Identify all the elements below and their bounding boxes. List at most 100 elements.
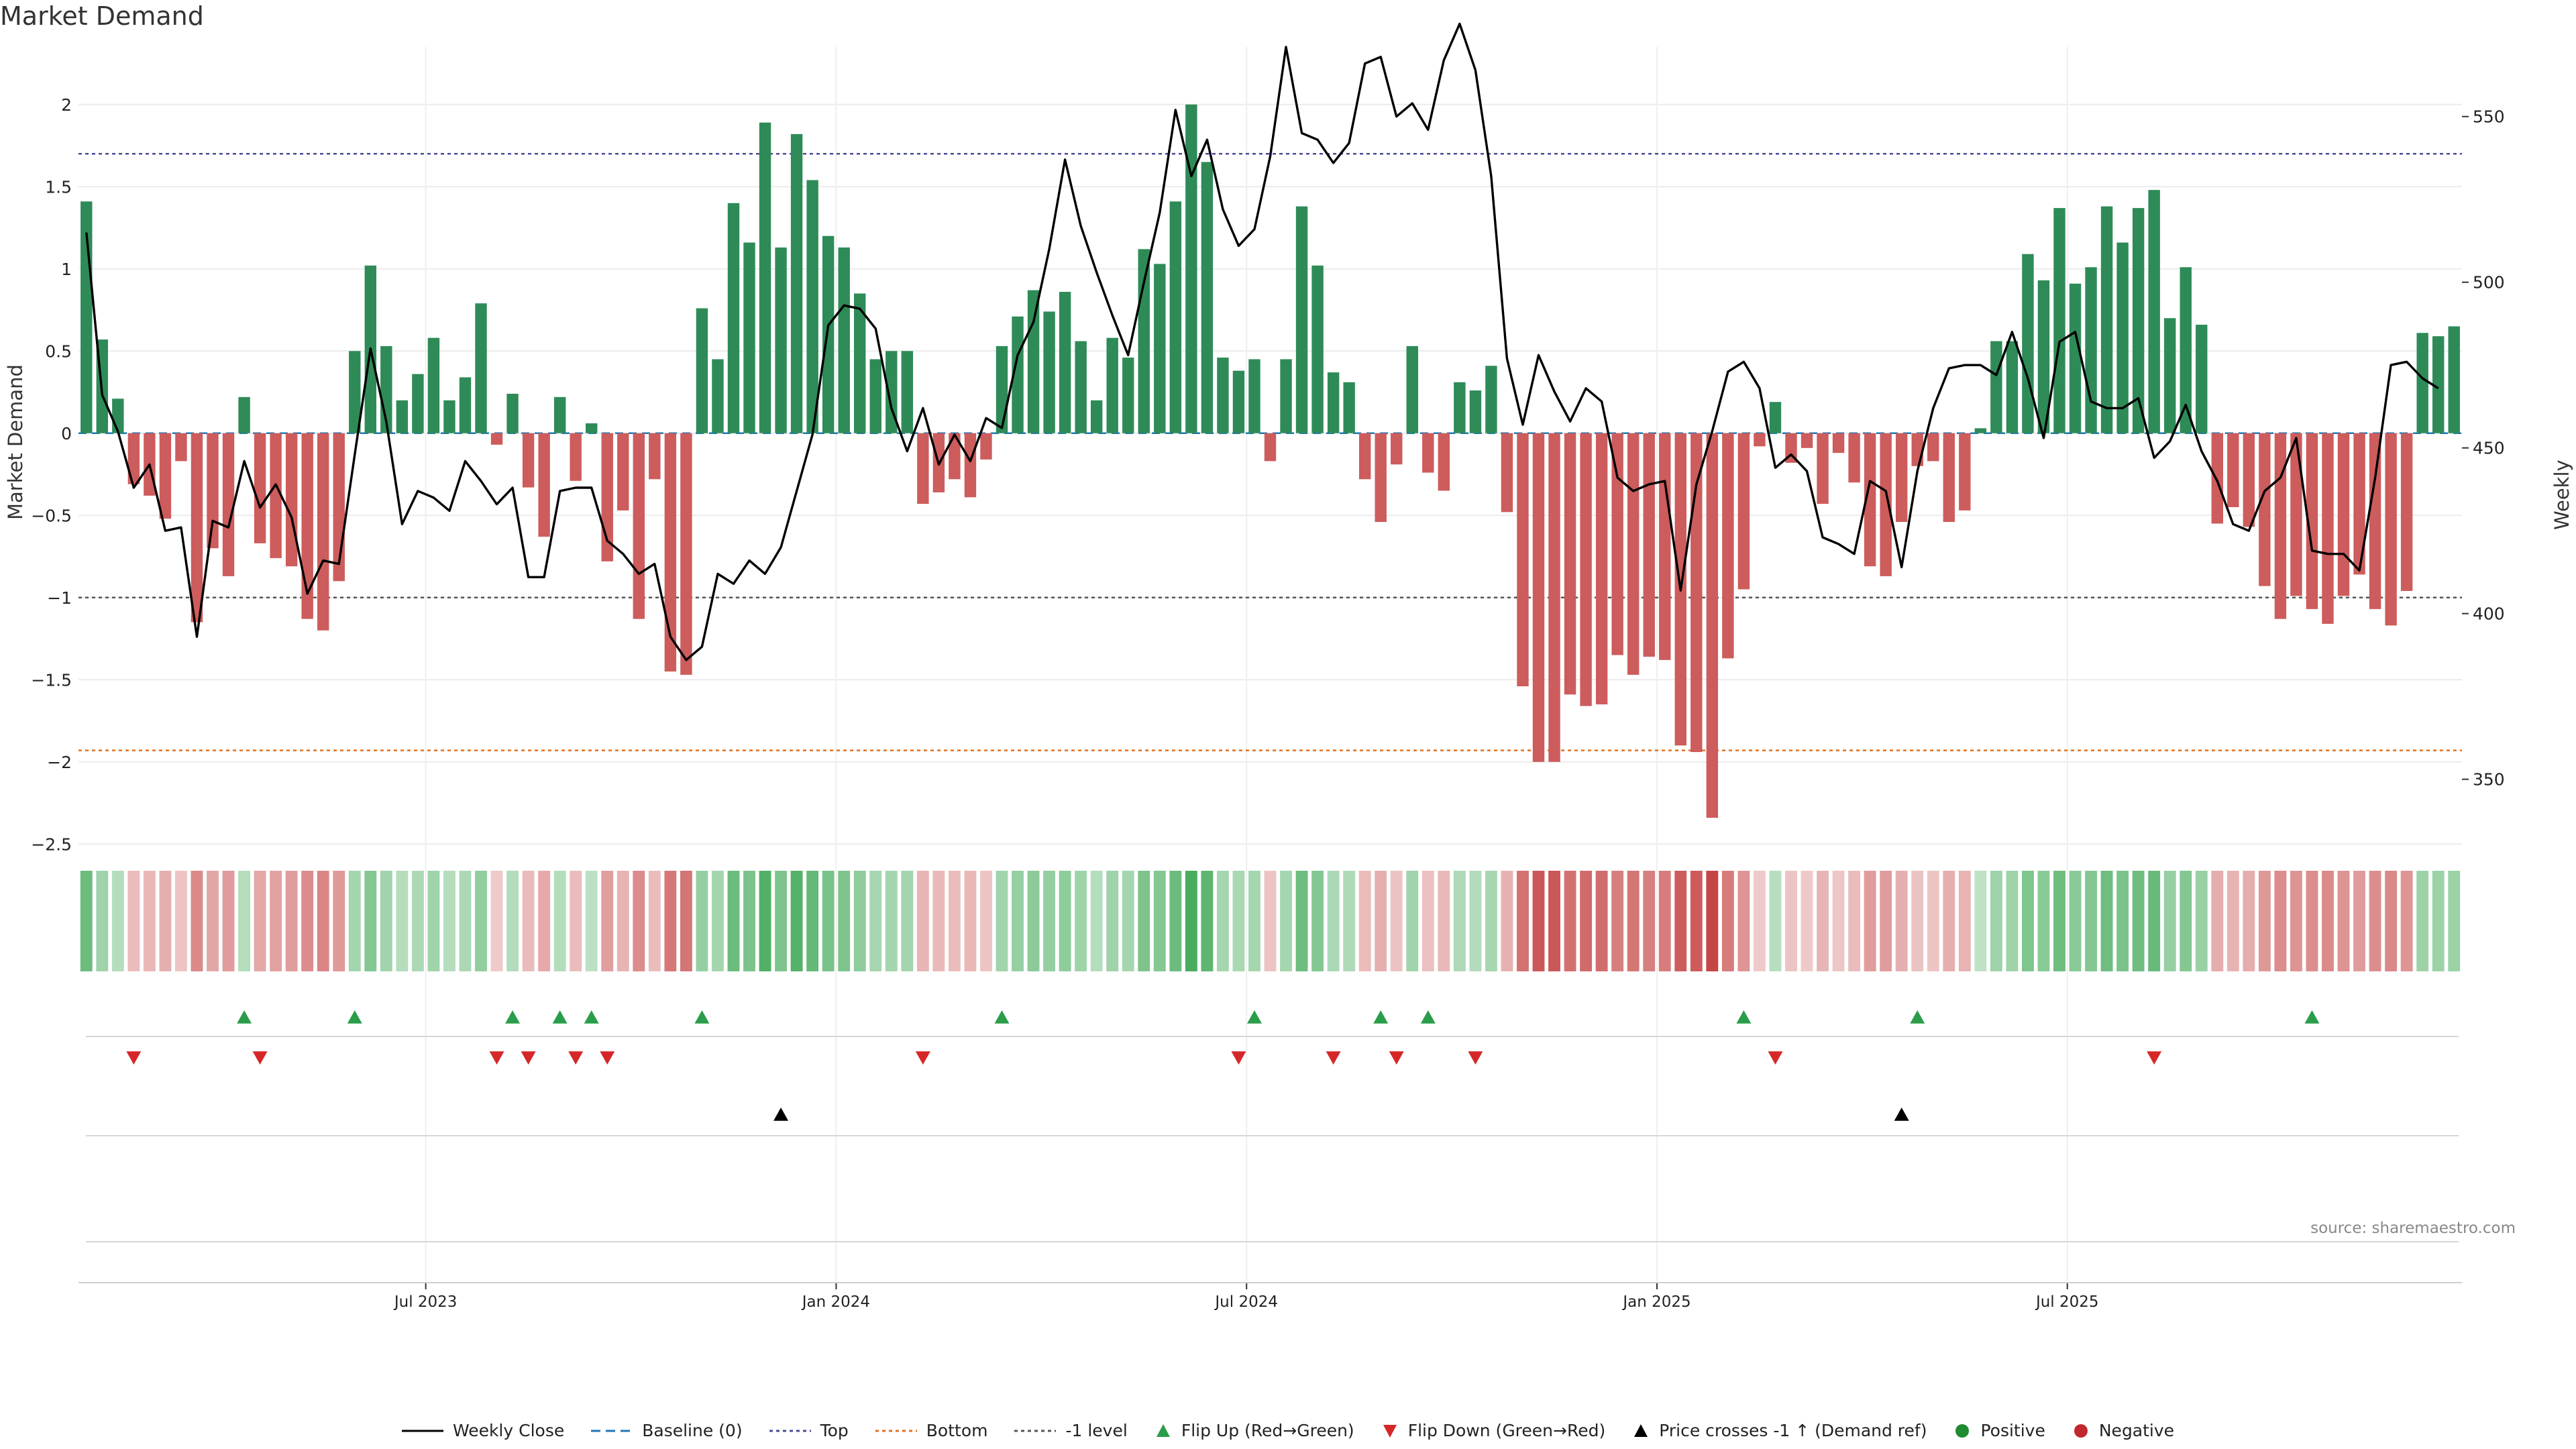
heat-cell xyxy=(111,871,124,971)
heat-cell xyxy=(1075,871,1087,971)
demand-bar xyxy=(2100,206,2113,433)
flip-up-marker xyxy=(552,1010,568,1024)
flip-up-marker xyxy=(237,1010,252,1024)
demand-bar xyxy=(1280,359,1292,433)
demand-bar xyxy=(1517,433,1529,687)
heat-cell xyxy=(585,871,598,971)
demand-bar xyxy=(854,293,866,433)
demand-bar xyxy=(949,433,961,480)
heat-strip xyxy=(80,871,2461,971)
demand-bar xyxy=(2211,433,2223,524)
legend-swatch xyxy=(1634,1424,1648,1437)
flip-up-marker xyxy=(994,1010,1010,1024)
heat-cell xyxy=(1848,871,1861,971)
demand-bar xyxy=(1611,433,1623,655)
heat-cell xyxy=(2226,871,2239,971)
heat-cell xyxy=(2148,871,2161,971)
legend-item: Baseline (0) xyxy=(591,1421,743,1440)
demand-bar xyxy=(1122,358,1134,433)
demand-bar xyxy=(1974,428,1987,433)
demand-bar xyxy=(1595,433,1608,704)
demand-bar xyxy=(2432,336,2445,433)
heat-cell xyxy=(1327,871,1340,971)
heat-cell xyxy=(127,871,140,971)
demand-bar xyxy=(996,345,1008,433)
heat-cell xyxy=(964,871,977,971)
demand-bar xyxy=(617,433,629,511)
heat-cell xyxy=(648,871,661,971)
demand-bar xyxy=(349,351,361,433)
heat-cell xyxy=(996,871,1008,971)
demand-bar xyxy=(1690,433,1703,753)
swatch-circle xyxy=(2074,1424,2088,1438)
demand-bar xyxy=(1990,341,2002,433)
heat-cell xyxy=(1832,871,1845,971)
demand-bar xyxy=(2037,280,2050,433)
y2-tick-label: 400 xyxy=(2473,604,2505,624)
demand-bar xyxy=(743,242,755,433)
legend-item: -1 level xyxy=(1014,1421,1128,1440)
demand-bar xyxy=(1454,382,1466,433)
heat-cell xyxy=(1911,871,1924,971)
demand-bar xyxy=(285,433,298,567)
legend-swatch xyxy=(1156,1424,1170,1437)
heat-cell xyxy=(775,871,788,971)
heat-cell xyxy=(2053,871,2065,971)
legend-item: Price crosses -1 ↑ (Demand ref) xyxy=(1632,1421,1927,1440)
demand-bar xyxy=(1580,433,1592,706)
legend-swatch xyxy=(591,1430,633,1432)
demand-bar xyxy=(1422,433,1434,473)
heat-cell xyxy=(443,871,455,971)
legend-label: Weekly Close xyxy=(452,1421,565,1440)
demand-bar xyxy=(2337,433,2350,596)
demand-bar xyxy=(680,433,692,675)
heat-cell xyxy=(1295,871,1308,971)
flip-up-marker xyxy=(694,1010,710,1024)
heat-cell xyxy=(222,871,235,971)
demand-bar xyxy=(838,247,850,433)
flip-down-marker xyxy=(489,1051,504,1065)
flip-up-marker xyxy=(505,1010,521,1024)
heat-cell xyxy=(932,871,945,971)
heat-cell xyxy=(1895,871,1908,971)
heat-cell xyxy=(759,871,771,971)
demand-bar xyxy=(1438,433,1450,491)
heat-cell xyxy=(191,871,203,971)
demand-bar xyxy=(159,433,172,519)
demand-bar xyxy=(727,203,740,433)
demand-bar xyxy=(2180,267,2192,433)
legend-item: Bottom xyxy=(875,1421,988,1440)
demand-bar xyxy=(964,433,977,498)
demand-bar xyxy=(1012,316,1024,433)
swatch-triangle-down xyxy=(1383,1424,1397,1438)
demand-bar xyxy=(112,398,124,433)
demand-bar xyxy=(775,247,787,433)
legend-item: Flip Down (Green→Red) xyxy=(1381,1421,1605,1440)
source-note: source: sharemaestro.com xyxy=(2310,1220,2516,1237)
flip-down-marker xyxy=(2147,1051,2162,1065)
heat-cell xyxy=(1785,871,1797,971)
heat-cell xyxy=(2337,871,2350,971)
y-tick-label: 1 xyxy=(61,260,72,279)
demand-bar xyxy=(2006,341,2019,433)
heat-cell xyxy=(2274,871,2287,971)
demand-bar xyxy=(2053,208,2065,433)
demand-bar xyxy=(586,423,598,433)
legend-label: Bottom xyxy=(926,1421,988,1440)
demand-bar xyxy=(2132,208,2145,433)
legend-label: Top xyxy=(820,1421,849,1440)
legend-label: -1 level xyxy=(1065,1421,1128,1440)
heat-cell xyxy=(727,871,740,971)
heat-cell xyxy=(853,871,866,971)
demand-bar xyxy=(2274,433,2287,619)
heat-cell xyxy=(2100,871,2113,971)
demand-bar xyxy=(1295,206,1308,433)
flip-down-marker xyxy=(600,1051,615,1065)
heat-cell xyxy=(1469,871,1482,971)
flip-up-marker xyxy=(2304,1010,2320,1024)
signal-markers xyxy=(86,1010,2459,1242)
heat-cell xyxy=(2416,871,2429,971)
demand-bar xyxy=(2116,242,2129,433)
flip-down-marker xyxy=(1326,1051,1341,1065)
demand-bar xyxy=(443,400,455,433)
